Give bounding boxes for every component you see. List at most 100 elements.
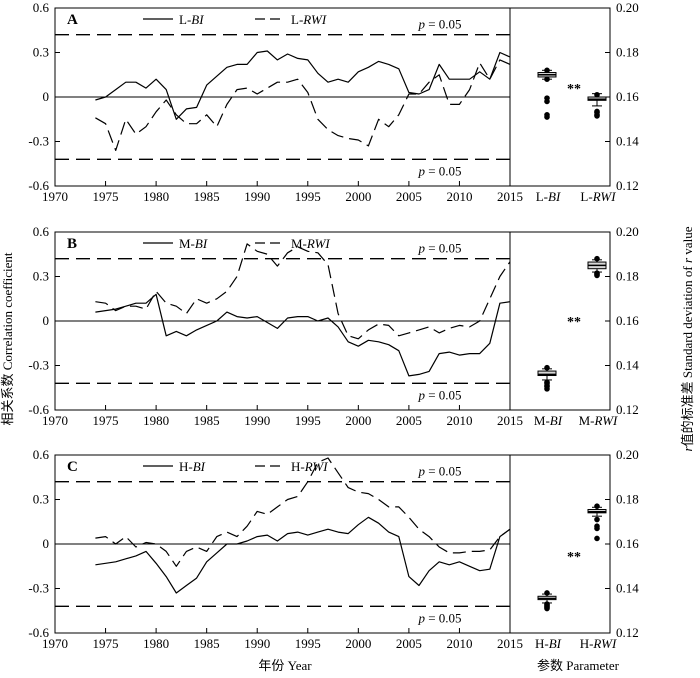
series-line-l-rwi [95,59,511,151]
box-outlier-h-bi [544,590,550,596]
box-x-label-m-bi: M-BI [534,413,563,428]
right-y-axis-title-r2: r [680,257,695,263]
y-tick-label: -0.6 [28,625,49,640]
box-x-label-l-rwi: L-RWI [580,189,616,204]
x-tick-label: 1975 [93,413,119,428]
box-x-label-h-bi: H-BI [535,636,562,651]
threshold-lower-label: p = 0.05 [417,387,461,402]
box-outlier-m-bi [544,386,550,392]
right-y-tick-label: 0.16 [616,313,639,328]
x-axis-title: 年份 Year [258,658,312,673]
threshold-upper-label: p = 0.05 [417,17,461,32]
threshold-upper-label: p = 0.05 [417,464,461,479]
box-outlier-m-rwi [594,255,600,262]
threshold-lower-label: p = 0.05 [417,610,461,625]
box-outlier-l-bi [544,114,550,120]
x-tick-label: 1970 [42,413,68,428]
y-tick-label: 0.3 [33,492,49,507]
series-line-l-bi [95,50,511,120]
panel-letter: C [67,459,78,475]
panels: A -0.6 -0.3 0 0.3 0.6 0.12 0.14 0.16 0.18 0.20 1970… [28,0,639,651]
x-tick-label: 1975 [93,636,119,651]
box-outlier-h-rwi [594,535,600,542]
x-tick-label: 1990 [244,413,270,428]
x-tick-label: 2000 [345,189,371,204]
y-tick-label: -0.6 [28,178,49,193]
legend-label-m-rwi: M-RWI [291,236,330,251]
box-outlier-h-rwi [594,516,600,523]
x-tick-label: 2005 [396,636,422,651]
right-y-tick-label: 0.18 [616,492,639,507]
x-tick-label: 1990 [244,636,270,651]
series-line-h-bi [95,516,511,594]
right-y-tick-label: 0.20 [616,447,639,462]
legend-label-m-bi: M-BI [179,236,208,251]
x-tick-label: 1975 [93,189,119,204]
x-tick-label: 1980 [143,636,169,651]
right-y-tick-label: 0.20 [616,224,639,239]
x-tick-label: 1985 [194,189,220,204]
right-y-tick-label: 0.14 [616,581,639,596]
legend-label-h-rwi: H-RWI [291,459,328,474]
box-outlier-l-bi [544,76,550,82]
x-tick-label: 2010 [446,636,472,651]
x-tick-label: 1970 [42,189,68,204]
x-tick-label: 1985 [194,413,220,428]
y-tick-label: 0.6 [33,224,50,239]
series-line-h-rwi [95,457,511,567]
x-tick-label: 2000 [345,636,371,651]
series-line-m-rwi [95,243,511,340]
threshold-lower-label: p = 0.05 [417,163,461,178]
y-tick-label: -0.3 [28,134,49,149]
box-outlier-l-rwi [594,113,600,119]
y-tick-label: 0.3 [33,45,49,60]
x-tick-label: 2010 [446,413,472,428]
x-tick-label: 1990 [244,189,270,204]
significance-marker: ** [567,82,581,97]
right-y-tick-label: 0.18 [616,45,639,60]
series-line-m-bi [95,293,511,377]
right-y-tick-label: 0.20 [616,0,639,15]
right-y-axis-title-mid: 值的标准差 Standard deviation of [680,263,695,446]
y-tick-label: -0.3 [28,581,49,596]
box-outlier-l-bi [544,95,550,101]
x-tick-label: 2005 [396,189,422,204]
left-y-axis-title: 相关系数 Correlation coefficient [0,252,15,425]
x-tick-label: 1995 [295,413,321,428]
y-tick-label: 0.6 [33,447,50,462]
box-x-axis-title: 参数 Parameter [537,658,620,673]
right-y-tick-label: 0.16 [616,89,639,104]
box-x-label-h-rwi: H-RWI [580,636,617,651]
right-y-axis-title-r1: r [680,445,695,451]
y-tick-label: 0.6 [33,0,50,15]
box-outlier-h-bi [544,605,550,612]
y-tick-label: -0.6 [28,402,49,417]
x-tick-label: 1980 [143,189,169,204]
x-tick-label: 2015 [497,189,523,204]
box-outlier-m-bi [544,364,550,371]
x-tick-label: 2000 [345,413,371,428]
x-tick-label: 2015 [497,636,523,651]
legend-label-h-bi: H-BI [179,459,206,474]
panel-letter: A [67,12,78,28]
right-y-tick-label: 0.14 [616,134,639,149]
right-y-tick-label: 0.16 [616,536,639,551]
panel-letter: B [67,236,77,252]
y-tick-label: 0.3 [33,269,49,284]
right-y-tick-label: 0.12 [616,625,639,640]
y-tick-label: 0 [43,89,50,104]
significance-marker: ** [567,315,581,330]
x-tick-label: 2005 [396,413,422,428]
right-y-tick-label: 0.18 [616,269,639,284]
right-y-tick-label: 0.12 [616,402,639,417]
significance-marker: ** [567,550,581,565]
box-x-label-l-bi: L-BI [536,189,561,204]
box-body-m-bi [537,370,557,377]
x-tick-label: 1980 [143,413,169,428]
panel-b: B -0.6 -0.3 0 0.3 0.6 0.12 0.14 0.16 0.18 0.20 1970… [28,224,639,428]
right-y-axis-title: r值的标准差 Standard deviation of r value [680,226,695,451]
right-y-tick-label: 0.12 [616,178,639,193]
box-x-label-m-rwi: M-RWI [579,413,618,428]
x-tick-label: 1970 [42,636,68,651]
